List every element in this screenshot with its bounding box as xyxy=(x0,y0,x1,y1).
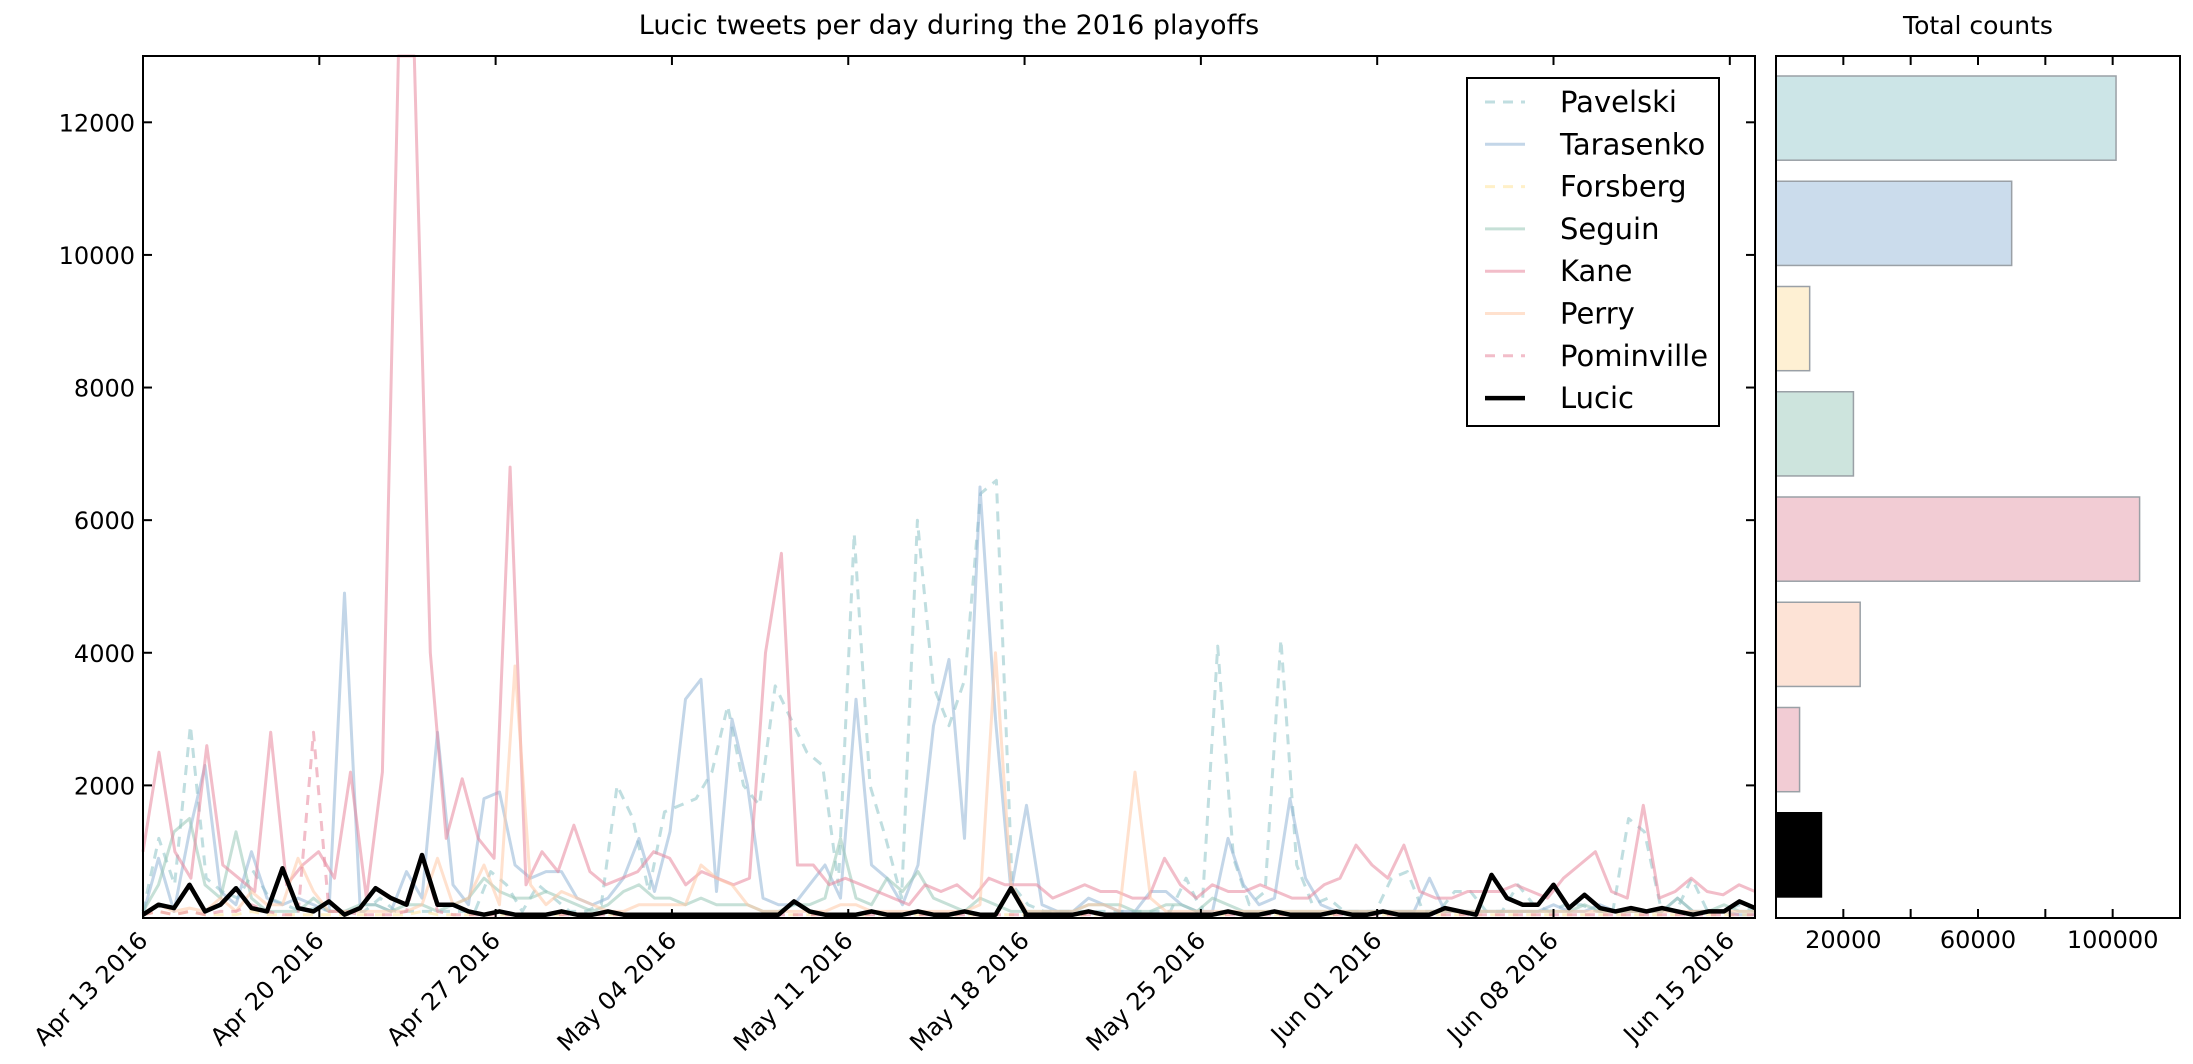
series-line-perry xyxy=(142,651,1755,916)
bar-pavelski xyxy=(1775,75,2117,161)
legend-label-kane: Kane xyxy=(1560,254,1633,288)
line-chart-y-axis: 2000 4000 6000 8000 10000 12000 xyxy=(59,109,1755,800)
legend-items: Pavelski Tarasenko Forsberg Seguin Kane Perry… xyxy=(1485,85,1708,415)
series-line-seguin xyxy=(141,817,1755,913)
series-line-forsberg xyxy=(142,909,1755,917)
x-tick-label: Jun 01 2016 xyxy=(1264,926,1387,1049)
bar-x-tick-label: 60000 xyxy=(1940,926,2016,954)
legend: Pavelski Tarasenko Forsberg Seguin Kane Perry… xyxy=(1466,77,1720,427)
legend-label-pavelski: Pavelski xyxy=(1560,85,1677,119)
x-tick-label: May 25 2016 xyxy=(1081,926,1211,1056)
y-tick-label: 4000 xyxy=(74,640,135,668)
legend-label-perry: Perry xyxy=(1560,297,1635,331)
bar-chart: Total counts 20000 60000 100000 xyxy=(1775,11,2181,954)
y-tick-label: 8000 xyxy=(74,375,135,403)
bar-kane xyxy=(1775,496,2141,582)
line-chart-plot-frame xyxy=(142,55,1756,919)
line-chart-series-group xyxy=(141,54,1756,917)
bar-lucic xyxy=(1775,812,1823,898)
bar-chart-bars xyxy=(1775,75,2141,898)
bar-x-tick-label: 100000 xyxy=(2067,926,2159,954)
bar-seguin xyxy=(1775,391,1855,477)
bar-forsberg xyxy=(1775,285,1811,372)
bar-tarasenko xyxy=(1775,180,2013,267)
legend-label-lucic: Lucic xyxy=(1560,381,1634,415)
bar-perry xyxy=(1775,601,1861,688)
x-tick-label: Apr 13 2016 xyxy=(29,926,154,1051)
y-tick-label: 2000 xyxy=(74,772,135,800)
y-tick-label: 12000 xyxy=(59,109,135,137)
line-chart: Lucic tweets per day during the 2016 pla… xyxy=(29,10,1756,1057)
x-tick-label: Apr 27 2016 xyxy=(381,926,506,1051)
bar-pominville xyxy=(1775,706,1801,793)
y-tick-label: 10000 xyxy=(59,242,135,270)
bar-chart-x-axis: 20000 60000 100000 xyxy=(1805,56,2158,954)
bar-chart-title: Total counts xyxy=(1902,11,2053,40)
x-tick-label: Jun 08 2016 xyxy=(1440,926,1563,1049)
bar-x-tick-label: 20000 xyxy=(1805,926,1881,954)
legend-label-pominville: Pominville xyxy=(1560,339,1708,373)
series-line-lucic xyxy=(141,852,1756,917)
y-tick-label: 6000 xyxy=(74,507,135,535)
x-tick-label: May 04 2016 xyxy=(552,926,682,1056)
x-tick-label: May 18 2016 xyxy=(904,926,1034,1056)
x-tick-label: Apr 20 2016 xyxy=(205,926,330,1051)
legend-label-tarasenko: Tarasenko xyxy=(1559,127,1705,161)
legend-label-seguin: Seguin xyxy=(1560,212,1659,246)
x-tick-label: Jun 15 2016 xyxy=(1617,926,1740,1049)
line-chart-title: Lucic tweets per day during the 2016 pla… xyxy=(639,10,1260,41)
x-tick-label: May 11 2016 xyxy=(728,926,858,1056)
legend-box xyxy=(1466,77,1720,427)
legend-label-forsberg: Forsberg xyxy=(1560,170,1687,204)
